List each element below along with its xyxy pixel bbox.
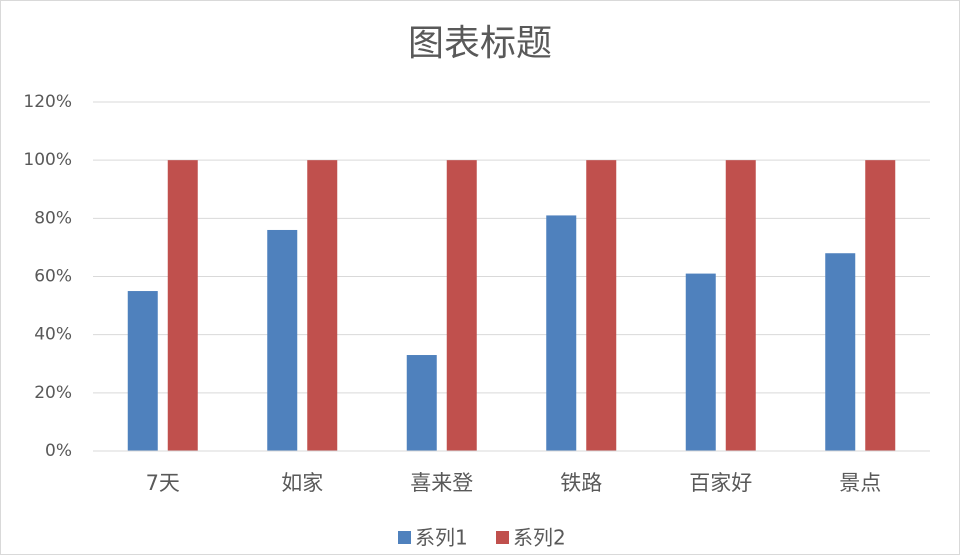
x-tick-label: 7天	[146, 471, 180, 495]
x-tick-label: 百家好	[689, 471, 752, 495]
chart-title: 图表标题	[408, 23, 552, 64]
legend-swatch	[398, 531, 411, 544]
x-tick-label: 喜来登	[410, 471, 473, 495]
bar	[127, 291, 158, 451]
x-tick-label: 如家	[281, 471, 323, 495]
bar	[825, 253, 856, 451]
legend-label: 系列2	[513, 526, 566, 550]
x-tick-label: 铁路	[560, 471, 602, 495]
bar	[865, 160, 896, 451]
bar	[267, 229, 298, 451]
y-tick-label: 100%	[23, 150, 72, 170]
legend-label: 系列1	[415, 526, 468, 550]
x-tick-label: 景点	[839, 471, 881, 495]
bar	[406, 355, 437, 451]
bar	[446, 160, 477, 451]
y-tick-label: 0%	[45, 441, 72, 461]
y-tick-label: 120%	[23, 92, 72, 112]
legend-swatch	[496, 531, 509, 544]
bar	[167, 160, 198, 451]
bar	[685, 273, 716, 451]
y-tick-label: 40%	[34, 325, 72, 345]
bar	[307, 160, 338, 451]
bar	[586, 160, 617, 451]
bar	[546, 215, 577, 451]
y-tick-label: 80%	[34, 208, 72, 228]
bar	[725, 160, 756, 451]
y-tick-label: 20%	[34, 383, 72, 403]
y-tick-label: 60%	[34, 267, 72, 287]
